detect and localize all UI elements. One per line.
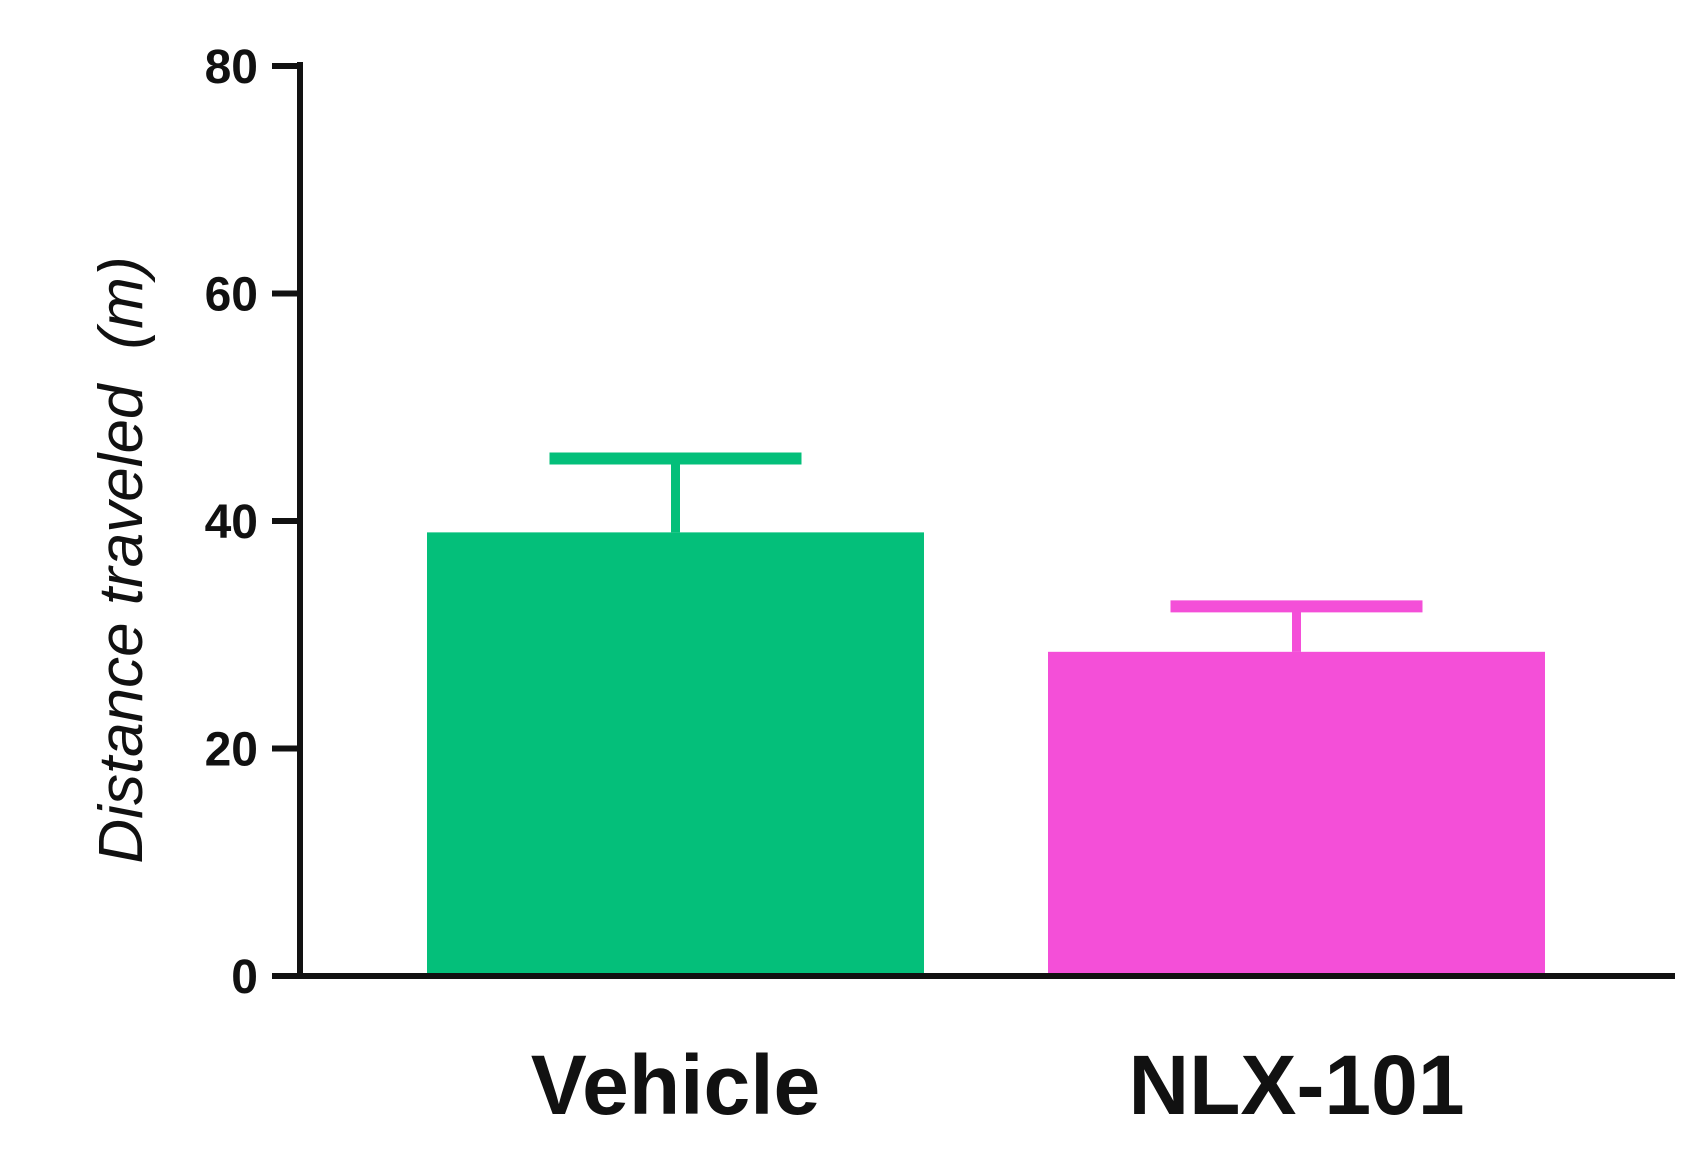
bar-nlx-101 xyxy=(1048,651,1545,976)
error-bars xyxy=(549,452,1423,652)
y-axis-title-unit: (m) xyxy=(87,256,156,349)
y-tick-label: 20 xyxy=(205,724,258,777)
x-tick-label: Vehicle xyxy=(531,1038,821,1132)
y-tick-label: 0 xyxy=(231,951,258,1004)
y-axis-title-main: Distance traveled xyxy=(87,382,156,864)
bars xyxy=(427,532,1545,976)
bar-vehicle xyxy=(427,532,924,976)
y-tick-label: 40 xyxy=(205,496,258,549)
y-tick-label: 60 xyxy=(205,269,258,322)
x-category-labels: Vehicle NLX-101 xyxy=(531,1038,1465,1132)
y-tick-label: 80 xyxy=(205,41,258,94)
y-ticks: 0 20 40 60 80 xyxy=(205,41,300,1004)
x-tick-label: NLX-101 xyxy=(1128,1038,1464,1132)
y-axis-title: Distance traveled (m) xyxy=(87,256,156,863)
